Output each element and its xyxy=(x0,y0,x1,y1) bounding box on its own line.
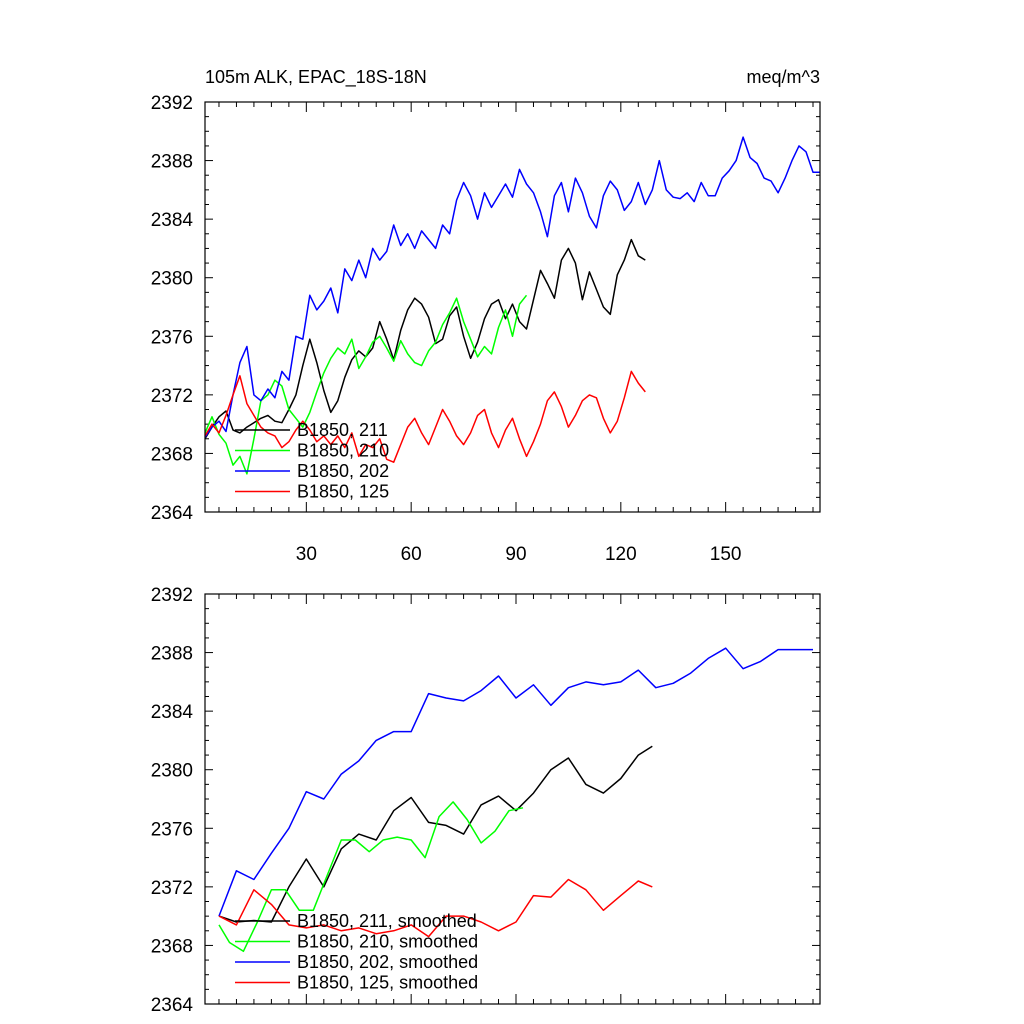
top-series-line-1 xyxy=(204,238,646,440)
top-ytick-label: 2392 xyxy=(151,93,193,114)
bottom-series-lines xyxy=(218,647,813,953)
top-legend-label: B1850, 202 xyxy=(297,461,389,481)
top-ytick-label: 2368 xyxy=(151,444,193,465)
chart-title: 105m ALK, EPAC_18S-18N xyxy=(205,67,427,88)
bottom-legend-label: B1850, 125, smoothed xyxy=(297,973,478,993)
bottom-ytick-label: 2364 xyxy=(151,995,194,1016)
bottom-legend-label: B1850, 211, smoothed xyxy=(297,911,477,931)
bottom-series-line-3 xyxy=(218,647,813,917)
bottom-ytick-label: 2376 xyxy=(151,819,193,840)
top-ytick-label: 2372 xyxy=(151,386,193,407)
bottom-panel: 2364 2368 2372 2376 2380 2384 2388 2392 B1850, … xyxy=(151,585,821,1016)
bottom-legend-label: B1850, 210, smoothed xyxy=(297,932,478,952)
top-panel: 105m ALK, EPAC_18S-18N meq/m^3 236423682… xyxy=(151,67,821,565)
top-xtick-label: 90 xyxy=(505,544,526,565)
top-ytick-label: 2364 xyxy=(151,503,194,524)
bottom-ytick-label: 2368 xyxy=(151,936,193,957)
bottom-ytick-label: 2384 xyxy=(151,702,194,723)
top-xtick-label: 60 xyxy=(401,544,422,565)
bottom-ytick-label: 2372 xyxy=(151,878,193,899)
top-ytick-label: 2384 xyxy=(151,210,194,231)
bottom-plot-frame xyxy=(204,593,821,1005)
bottom-series-line-4 xyxy=(218,878,653,938)
top-ytick-label: 2376 xyxy=(151,327,193,348)
top-legend-label: B1850, 210 xyxy=(297,441,389,461)
top-axes: 2364 2368 2372 2376 2380 2384 2388 2392 30 60 90 12… xyxy=(151,93,820,565)
top-legend-label: B1850, 125 xyxy=(297,482,389,502)
units-label: meq/m^3 xyxy=(747,67,820,87)
top-ytick-label: 2388 xyxy=(151,152,193,173)
top-xtick-label: 150 xyxy=(710,544,742,565)
bottom-ytick-label: 2392 xyxy=(151,585,193,606)
top-series-lines xyxy=(204,136,820,475)
top-series-line-2 xyxy=(204,294,528,475)
top-legend-label: B1850, 211 xyxy=(297,420,388,440)
bottom-axes: 2364 2368 2372 2376 2380 2384 2388 2392 xyxy=(151,585,820,1016)
bottom-legend-label: B1850, 202, smoothed xyxy=(297,952,478,972)
top-series-line-3 xyxy=(204,136,820,438)
top-plot-frame xyxy=(204,101,821,513)
bottom-ytick-label: 2388 xyxy=(151,644,193,665)
bottom-ytick-label: 2380 xyxy=(151,761,193,782)
top-ytick-label: 2380 xyxy=(151,269,193,290)
top-xtick-label: 30 xyxy=(296,544,317,565)
top-series-line-4 xyxy=(204,370,646,463)
top-xtick-label: 120 xyxy=(605,544,637,565)
